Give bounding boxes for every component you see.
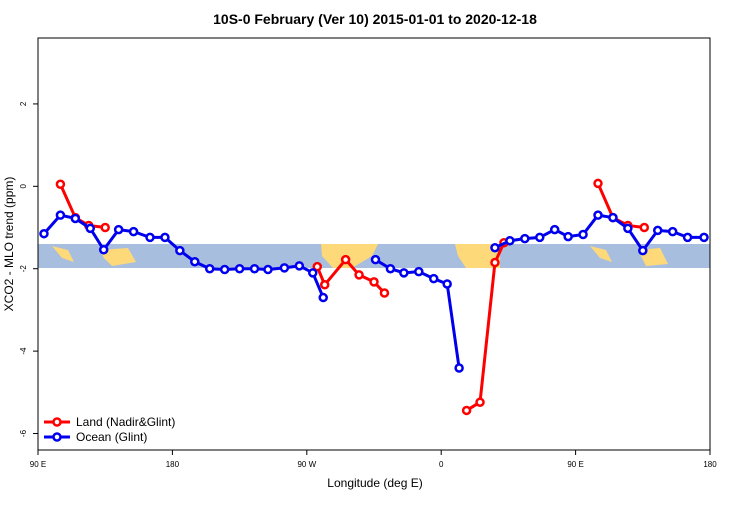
data-point: [308, 268, 318, 278]
data-point: [490, 257, 500, 268]
map-land: [590, 246, 668, 266]
data-point: [379, 288, 390, 298]
data-point: [399, 268, 409, 278]
data-point: [563, 231, 573, 242]
data-point: [593, 210, 603, 220]
data-point: [623, 223, 633, 234]
data-point: [490, 242, 500, 253]
data-point: [340, 254, 351, 265]
data-point: [319, 280, 330, 290]
data-point: [204, 263, 215, 274]
data-point: [535, 232, 545, 243]
y-axis-label: XCO2 - MLO trend (ppm): [2, 177, 16, 312]
data-point: [100, 222, 110, 233]
data-point: [578, 229, 588, 240]
plot-frame: [37, 37, 711, 451]
data-point: [385, 263, 396, 274]
data-point: [190, 256, 200, 267]
data-point: [638, 245, 648, 256]
data-point: [639, 222, 650, 233]
x-tick-label: 90 E: [567, 460, 583, 469]
map-land: [321, 244, 378, 268]
x-tick-label: 180: [703, 460, 717, 469]
data-point: [160, 232, 170, 243]
data-point: [520, 233, 530, 244]
data-point: [98, 245, 109, 255]
data-point: [85, 223, 96, 234]
data-point: [369, 277, 379, 287]
data-point: [667, 226, 678, 237]
data-point: [294, 261, 305, 271]
data-point: [461, 405, 472, 416]
x-tick-label: 90 E: [30, 460, 46, 469]
data-point: [175, 245, 185, 256]
data-point: [428, 273, 439, 284]
map-land: [52, 246, 136, 266]
data-point: [279, 263, 290, 273]
data-point: [414, 266, 424, 277]
data-point: [593, 178, 603, 189]
chart-title: 10S-0 February (Ver 10) 2015-01-01 to 20…: [213, 11, 537, 27]
legend-label: Land (Nadir&Glint): [76, 415, 175, 429]
x-tick-label: 90 W: [297, 460, 316, 469]
data-point: [145, 232, 155, 243]
data-point: [442, 279, 452, 289]
y-tick-label: 2: [19, 101, 28, 106]
y-tick-label: -4: [19, 347, 28, 355]
map-land: [455, 244, 500, 268]
series-line: [59, 182, 645, 412]
data-point: [312, 261, 323, 272]
data-point: [608, 212, 618, 223]
data-point: [699, 232, 709, 243]
data-point: [370, 254, 381, 265]
data-point: [549, 224, 560, 235]
data-point: [263, 264, 273, 275]
data-point: [318, 292, 328, 303]
data-point: [55, 210, 66, 220]
series-line: [42, 213, 705, 369]
data-point: [234, 263, 245, 274]
data-point: [682, 232, 693, 243]
y-tick-label: 0: [19, 184, 28, 189]
data-point: [39, 228, 49, 239]
y-tick-label: -6: [19, 429, 28, 437]
data-point: [652, 225, 663, 236]
y-tick-label: -2: [19, 265, 28, 273]
legend-label: Ocean (Glint): [76, 430, 147, 444]
data-point: [454, 363, 464, 373]
data-point: [70, 213, 81, 224]
data-point: [505, 235, 515, 246]
x-axis-label: Longitude (deg E): [327, 476, 422, 490]
data-point: [475, 397, 485, 407]
legend-marker: [52, 417, 62, 427]
data-point: [113, 224, 124, 235]
legend-marker: [52, 432, 62, 442]
x-tick-label: 180: [166, 460, 180, 469]
x-tick-label: 0: [439, 460, 444, 469]
data-point: [249, 263, 260, 274]
data-point: [354, 270, 364, 280]
data-point: [219, 264, 230, 275]
data-point: [55, 179, 66, 190]
data-point: [128, 226, 139, 237]
